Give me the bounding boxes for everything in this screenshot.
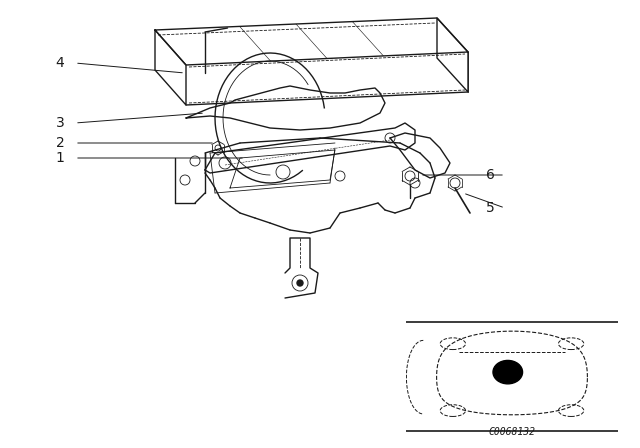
Text: 2: 2	[56, 136, 65, 150]
Text: 1: 1	[56, 151, 65, 165]
Text: 3: 3	[56, 116, 65, 130]
Circle shape	[297, 280, 303, 286]
Text: 5: 5	[486, 201, 494, 215]
Text: C0068132: C0068132	[488, 427, 536, 437]
Text: 4: 4	[56, 56, 65, 70]
Circle shape	[493, 361, 523, 384]
Text: 6: 6	[486, 168, 495, 182]
